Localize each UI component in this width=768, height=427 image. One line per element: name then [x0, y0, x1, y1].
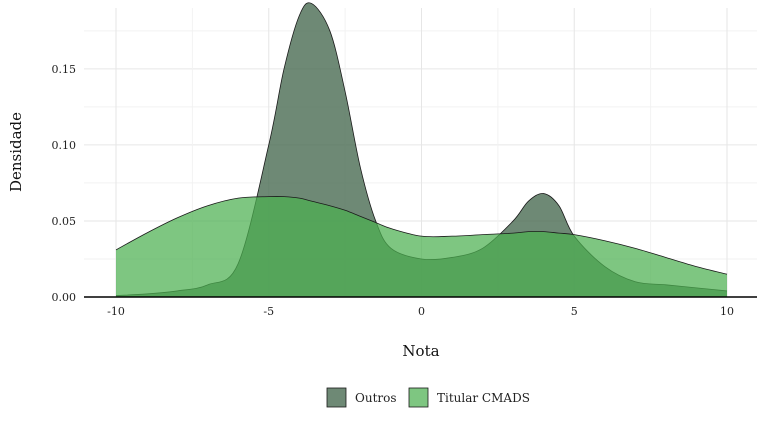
x-tick-label: -5 — [263, 305, 274, 318]
legend-swatch-outros — [326, 387, 347, 408]
legend: Outros Titular CMADS — [326, 387, 530, 408]
x-axis-title: Nota — [402, 342, 439, 360]
density-area-titular-cmads — [116, 196, 727, 297]
x-tick-label: 5 — [571, 305, 578, 318]
x-tick-label: 0 — [418, 305, 425, 318]
y-tick-label: 0.10 — [52, 139, 77, 152]
legend-label-titular-cmads: Titular CMADS — [437, 391, 530, 405]
y-tick-label: 0.05 — [52, 215, 77, 228]
legend-swatch-titular-cmads — [408, 387, 429, 408]
y-tick-label: 0.00 — [52, 291, 77, 304]
x-tick-label: -10 — [107, 305, 125, 318]
legend-label-outros: Outros — [355, 391, 397, 405]
density-outline-titular-cmads — [115, 196, 728, 275]
tick-labels: 0.00 0.05 0.10 0.15 -10 -5 0 5 10 — [52, 63, 735, 318]
density-areas — [115, 2, 728, 298]
y-axis-title: Densidade — [7, 112, 25, 192]
x-tick-label: 10 — [720, 305, 734, 318]
y-tick-label: 0.15 — [52, 63, 77, 76]
